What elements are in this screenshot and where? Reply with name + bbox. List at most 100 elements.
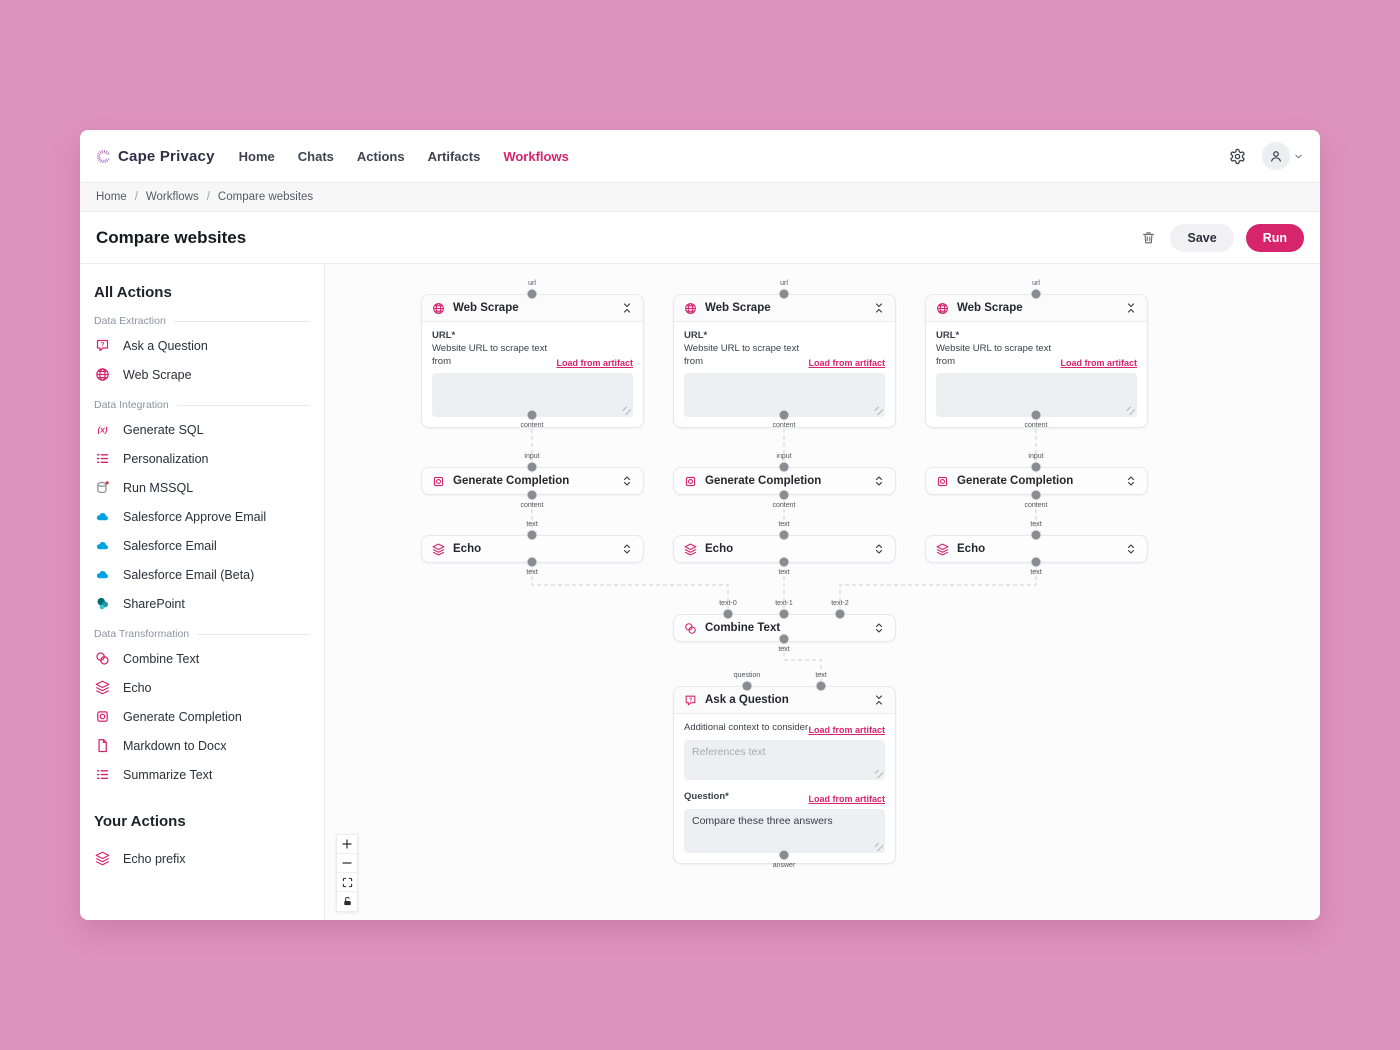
list-icon (96, 454, 109, 463)
nav-item-actions[interactable]: Actions (356, 148, 405, 164)
handle-text-2[interactable] (834, 608, 846, 620)
handle-question[interactable] (741, 680, 753, 692)
handle-text[interactable] (815, 680, 827, 692)
svg-text:?: ? (689, 697, 692, 703)
settings-button[interactable] (1227, 146, 1248, 167)
port-label: content (520, 502, 544, 509)
lock-toggle-button[interactable] (337, 892, 357, 911)
port-label: text (526, 569, 538, 576)
nav-item-chats[interactable]: Chats (297, 148, 334, 164)
handle-text[interactable] (1030, 556, 1042, 568)
node-web-scrape-2[interactable]: Web Scrape URL* Website URL to scrape te… (673, 294, 896, 429)
handle-input[interactable] (526, 461, 538, 473)
sidebar-item-web-scrape[interactable]: Web Scrape (92, 360, 310, 389)
handle-content[interactable] (526, 489, 538, 501)
sidebar-item-ask-a-question[interactable]: ? Ask a Question (92, 331, 310, 360)
handle-content[interactable] (1030, 409, 1042, 421)
expand-icon[interactable] (1125, 543, 1137, 555)
port-label: content (1024, 422, 1048, 429)
workflow-canvas[interactable]: Web Scrape URL* Website URL to scrape te… (325, 264, 1320, 920)
node-header[interactable]: Web Scrape (422, 295, 643, 322)
question-input[interactable]: Compare these three answers (684, 808, 885, 853)
nav-item-workflows[interactable]: Workflows (503, 148, 569, 164)
message-question-icon: ? (685, 695, 696, 705)
expand-icon[interactable] (621, 543, 633, 555)
run-button[interactable]: Run (1245, 223, 1304, 252)
expand-icon[interactable] (621, 475, 633, 487)
load-from-artifact-link[interactable]: Load from artifact (808, 724, 885, 735)
trash-icon (1143, 232, 1155, 244)
sidebar-item-generate-sql[interactable]: (x) Generate SQL (92, 415, 310, 444)
sidebar-item-combine-text[interactable]: Combine Text (92, 644, 310, 673)
handle-text-1[interactable] (778, 608, 790, 620)
nav-item-home[interactable]: Home (238, 148, 275, 164)
node-header[interactable]: Web Scrape (926, 295, 1147, 322)
handle-content[interactable] (778, 489, 790, 501)
sidebar-item-salesforce-email[interactable]: Salesforce Email (92, 531, 310, 560)
zoom-in-button[interactable] (337, 835, 357, 854)
handle-answer[interactable] (778, 849, 790, 861)
sidebar-item-run-mssql[interactable]: Run MSSQL (92, 473, 310, 502)
handle-content[interactable] (1030, 489, 1042, 501)
breadcrumb-home[interactable]: Home (96, 191, 127, 203)
node-ask-a-question[interactable]: ? Ask a Question Additional context to c… (673, 686, 896, 864)
handle-input[interactable] (1030, 461, 1042, 473)
context-input[interactable] (684, 739, 885, 780)
brand[interactable]: Cape Privacy (96, 148, 215, 165)
handle-input[interactable] (778, 461, 790, 473)
nav-item-artifacts[interactable]: Artifacts (427, 148, 481, 164)
handle-url[interactable] (778, 288, 790, 300)
port-label: input (776, 453, 792, 460)
sidebar-item-sharepoint[interactable]: SharePoint (92, 589, 310, 618)
url-input[interactable] (432, 373, 633, 418)
sidebar-item-salesforce-email-beta[interactable]: Salesforce Email (Beta) (92, 560, 310, 589)
fit-view-button[interactable] (337, 873, 357, 892)
handle-url[interactable] (1030, 288, 1042, 300)
handle-text[interactable] (778, 633, 790, 645)
sidebar-item-personalization[interactable]: Personalization (92, 444, 310, 473)
load-from-artifact-link[interactable]: Load from artifact (808, 793, 885, 804)
sidebar-item-echo-prefix[interactable]: Echo prefix (92, 844, 310, 873)
node-web-scrape-3[interactable]: Web Scrape URL* Website URL to scrape te… (925, 294, 1148, 429)
sidebar-item-summarize-text[interactable]: Summarize Text (92, 760, 310, 789)
handle-text-0[interactable] (722, 608, 734, 620)
handle-text[interactable] (778, 556, 790, 568)
expand-icon[interactable] (1125, 475, 1137, 487)
cpu-icon (433, 476, 444, 486)
expand-icon[interactable] (873, 543, 885, 555)
zoom-out-button[interactable] (337, 854, 357, 873)
handle-text[interactable] (526, 556, 538, 568)
expand-icon[interactable] (873, 622, 885, 634)
node-web-scrape-1[interactable]: Web Scrape URL* Website URL to scrape te… (421, 294, 644, 429)
collapse-icon[interactable] (873, 694, 885, 706)
port-label: answer (772, 862, 796, 869)
delete-workflow-button[interactable] (1139, 228, 1158, 247)
sidebar-item-echo[interactable]: Echo (92, 673, 310, 702)
load-from-artifact-link[interactable]: Load from artifact (808, 358, 885, 369)
section-data-integration: Data Integration (94, 399, 310, 411)
breadcrumb-current: Compare websites (217, 191, 314, 203)
user-menu[interactable] (1262, 142, 1304, 170)
handle-content[interactable] (778, 409, 790, 421)
handle-text[interactable] (526, 529, 538, 541)
node-header[interactable]: Web Scrape (674, 295, 895, 322)
load-from-artifact-link[interactable]: Load from artifact (556, 358, 633, 369)
load-from-artifact-link[interactable]: Load from artifact (1060, 358, 1137, 369)
handle-content[interactable] (526, 409, 538, 421)
handle-text[interactable] (1030, 529, 1042, 541)
port-label: url (780, 280, 788, 287)
sidebar-item-salesforce-approve-email[interactable]: Salesforce Approve Email (92, 502, 310, 531)
handle-text[interactable] (778, 529, 790, 541)
save-button[interactable]: Save (1170, 223, 1234, 252)
handle-url[interactable] (526, 288, 538, 300)
sidebar-item-markdown-to-docx[interactable]: Markdown to Docx (92, 731, 310, 760)
sharepoint-icon (97, 597, 108, 610)
collapse-icon[interactable] (873, 302, 885, 314)
breadcrumb-workflows[interactable]: Workflows (145, 191, 199, 203)
sidebar-item-generate-completion[interactable]: Generate Completion (92, 702, 310, 731)
collapse-icon[interactable] (621, 302, 633, 314)
collapse-icon[interactable] (1125, 302, 1137, 314)
node-header[interactable]: ? Ask a Question (674, 687, 895, 714)
expand-icon[interactable] (873, 475, 885, 487)
cpu-icon (685, 476, 696, 486)
